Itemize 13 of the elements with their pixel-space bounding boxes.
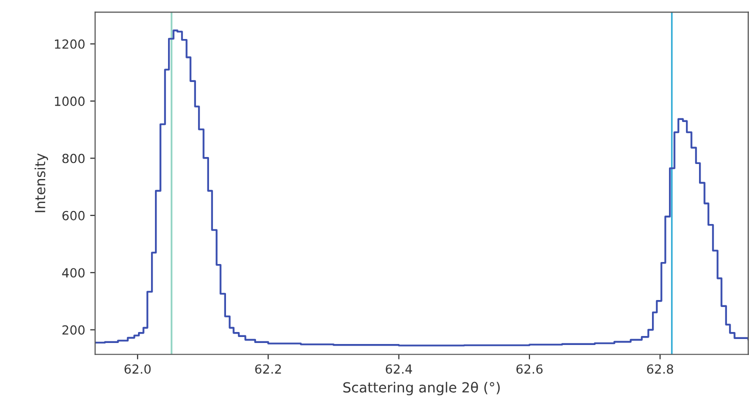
x-tick-label: 62.0: [124, 364, 151, 374]
y-tick-label: 1200: [54, 39, 85, 49]
x-tick-label: 62.2: [255, 364, 281, 374]
y-tick-label: 800: [62, 154, 85, 164]
x-tick-label: 62.8: [647, 364, 674, 374]
y-tick-label: 1000: [54, 96, 85, 106]
x-tick-label: 62.4: [386, 364, 412, 374]
y-tick-label: 200: [62, 325, 85, 335]
y-tick-label: 600: [62, 210, 85, 220]
x-tick-label: 62.6: [516, 364, 543, 374]
x-axis-title: Scattering angle 2θ (°): [343, 382, 500, 396]
y-tick-label: 400: [62, 268, 85, 278]
y-axis-title: Intensity: [34, 153, 48, 212]
